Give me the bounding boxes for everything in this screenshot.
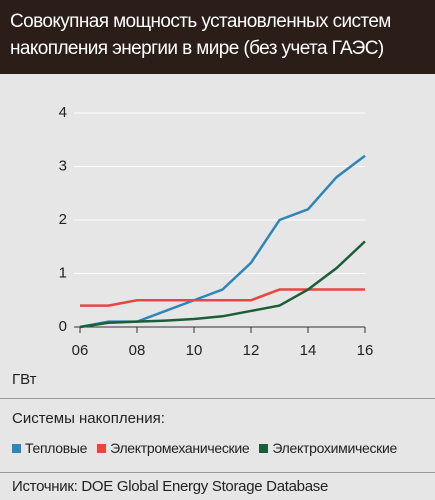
y-axis-label: ГВт [12,371,37,388]
separator [0,398,435,399]
legend-label: Электрохимические [272,440,397,456]
y-tick-label: 1 [59,264,67,281]
x-tick-label: 10 [186,342,203,359]
series-line [79,240,366,329]
legend-swatch [97,443,107,453]
legend: Тепловые Электромеханические Электрохимиче… [12,440,397,456]
y-tick-label: 2 [59,211,67,228]
legend-item: Электрохимические [259,440,397,456]
y-tick-label: 3 [59,157,67,174]
x-tick-label: 08 [129,342,146,359]
legend-swatch [259,443,269,453]
y-tick-label: 4 [59,104,67,121]
x-tick-label: 06 [72,342,89,359]
x-tick-label: 14 [300,342,317,359]
legend-label: Тепловые [25,440,88,456]
chart-title: Совокупная мощность установленных систем… [0,0,435,74]
legend-swatch [12,443,21,453]
legend-item: Тепловые [12,440,87,456]
x-tick-label: 12 [243,342,260,359]
legend-item: Электромеханические [97,440,250,456]
legend-title: Системы накопления: [12,410,165,427]
source: Источник: DOE Global Energy Storage Data… [0,472,435,500]
y-tick-label: 0 [59,318,67,335]
series-line [80,288,365,307]
x-tick-label: 16 [357,342,374,359]
legend-label: Электромеханические [110,440,250,456]
